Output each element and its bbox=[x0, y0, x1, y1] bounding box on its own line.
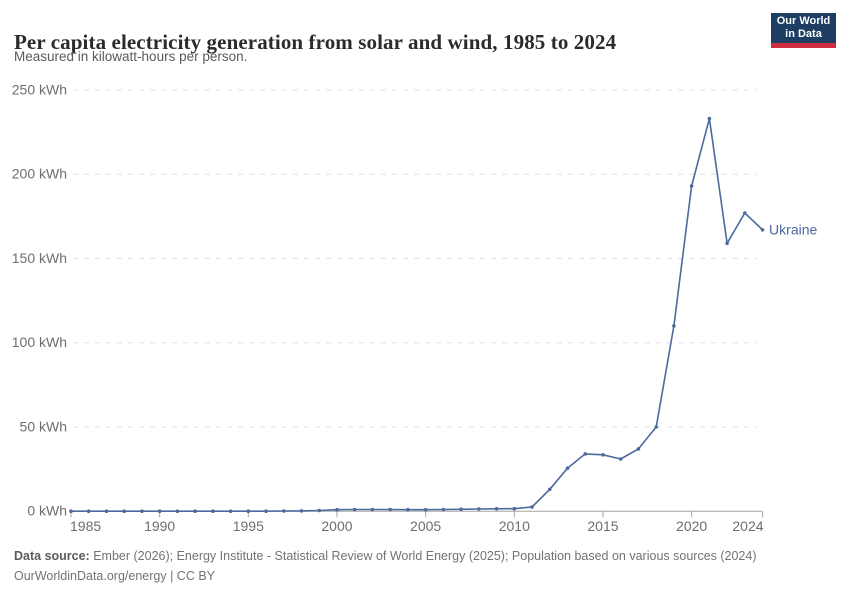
x-axis-tick-label: 2000 bbox=[321, 518, 352, 534]
data-point-marker[interactable] bbox=[636, 447, 641, 451]
data-point-marker[interactable] bbox=[104, 509, 109, 513]
data-point-marker[interactable] bbox=[548, 487, 552, 492]
data-source-text: Ember (2026); Energy Institute - Statist… bbox=[89, 549, 757, 563]
data-point-marker[interactable] bbox=[388, 507, 393, 512]
x-axis-tick-label: 1985 bbox=[70, 518, 101, 534]
x-axis-tick-label: 1990 bbox=[144, 518, 175, 534]
data-point-marker[interactable] bbox=[193, 509, 197, 513]
y-axis-tick-label: 100 kWh bbox=[12, 334, 67, 350]
data-point-marker[interactable] bbox=[689, 184, 694, 188]
data-point-marker[interactable] bbox=[530, 505, 534, 509]
data-point-marker[interactable] bbox=[370, 507, 375, 512]
data-point-marker[interactable] bbox=[654, 425, 658, 429]
y-axis-tick-label: 250 kWh bbox=[12, 82, 67, 98]
data-point-marker[interactable] bbox=[406, 507, 410, 512]
data-point-marker[interactable] bbox=[494, 507, 499, 511]
data-point-marker[interactable] bbox=[299, 509, 304, 513]
data-point-marker[interactable] bbox=[352, 507, 357, 512]
data-point-marker[interactable] bbox=[707, 116, 712, 121]
y-axis-tick-label: 150 kWh bbox=[12, 250, 67, 266]
x-axis-tick-label: 2015 bbox=[587, 518, 618, 534]
y-axis-tick-label: 50 kWh bbox=[20, 418, 67, 434]
data-point-marker[interactable] bbox=[725, 241, 729, 246]
data-point-marker[interactable] bbox=[335, 507, 339, 512]
x-axis-tick-label: 2020 bbox=[676, 518, 707, 534]
owid-logo-line2: in Data bbox=[785, 28, 822, 40]
data-point-marker[interactable] bbox=[264, 509, 268, 513]
x-axis-tick-label: 1995 bbox=[233, 518, 264, 534]
data-point-marker[interactable] bbox=[69, 509, 73, 513]
data-point-marker[interactable] bbox=[441, 507, 446, 512]
footer-link[interactable]: OurWorldinData.org/energy | CC BY bbox=[14, 569, 216, 583]
data-point-marker[interactable] bbox=[512, 506, 517, 511]
data-line-ukraine[interactable] bbox=[70, 117, 764, 512]
data-point-marker[interactable] bbox=[601, 453, 605, 457]
owid-logo-line1: Our World bbox=[776, 15, 831, 27]
data-point-marker[interactable] bbox=[282, 509, 286, 513]
data-point-marker[interactable] bbox=[760, 228, 765, 232]
data-point-marker[interactable] bbox=[122, 509, 126, 513]
data-point-marker[interactable] bbox=[175, 509, 180, 513]
data-source-label: Data source: bbox=[14, 549, 90, 563]
entity-label[interactable]: Ukraine bbox=[769, 221, 817, 237]
chart-title: Per capita electricity generation from s… bbox=[14, 30, 617, 55]
x-axis-tick-label: 2024 bbox=[732, 518, 763, 534]
data-point-marker[interactable] bbox=[317, 508, 322, 513]
data-point-marker[interactable] bbox=[583, 452, 587, 456]
owid-logo[interactable]: Our World in Data bbox=[771, 13, 836, 48]
data-point-marker[interactable] bbox=[246, 509, 251, 513]
data-point-marker[interactable] bbox=[157, 509, 162, 513]
data-point-marker[interactable] bbox=[565, 466, 570, 471]
y-axis-tick-label: 200 kWh bbox=[12, 166, 67, 182]
data-point-marker[interactable] bbox=[477, 507, 481, 511]
data-source-line: Data source: Ember (2026); Energy Instit… bbox=[14, 546, 836, 566]
data-point-marker[interactable] bbox=[228, 509, 233, 513]
data-point-marker[interactable] bbox=[459, 507, 463, 512]
chart-footer: Data source: Ember (2026); Energy Instit… bbox=[14, 546, 836, 586]
data-point-marker[interactable] bbox=[86, 509, 91, 513]
data-point-marker[interactable] bbox=[743, 211, 747, 215]
x-axis-tick-label: 2005 bbox=[410, 518, 441, 534]
data-point-marker[interactable] bbox=[140, 509, 144, 513]
data-point-marker[interactable] bbox=[618, 457, 623, 461]
chart-subtitle: Measured in kilowatt-hours per person. bbox=[14, 49, 248, 64]
y-axis-tick-label: 0 kWh bbox=[27, 503, 67, 519]
data-point-marker[interactable] bbox=[211, 509, 215, 513]
data-point-marker[interactable] bbox=[423, 507, 428, 512]
x-axis-tick-label: 2010 bbox=[499, 518, 530, 534]
data-point-marker[interactable] bbox=[672, 324, 676, 328]
